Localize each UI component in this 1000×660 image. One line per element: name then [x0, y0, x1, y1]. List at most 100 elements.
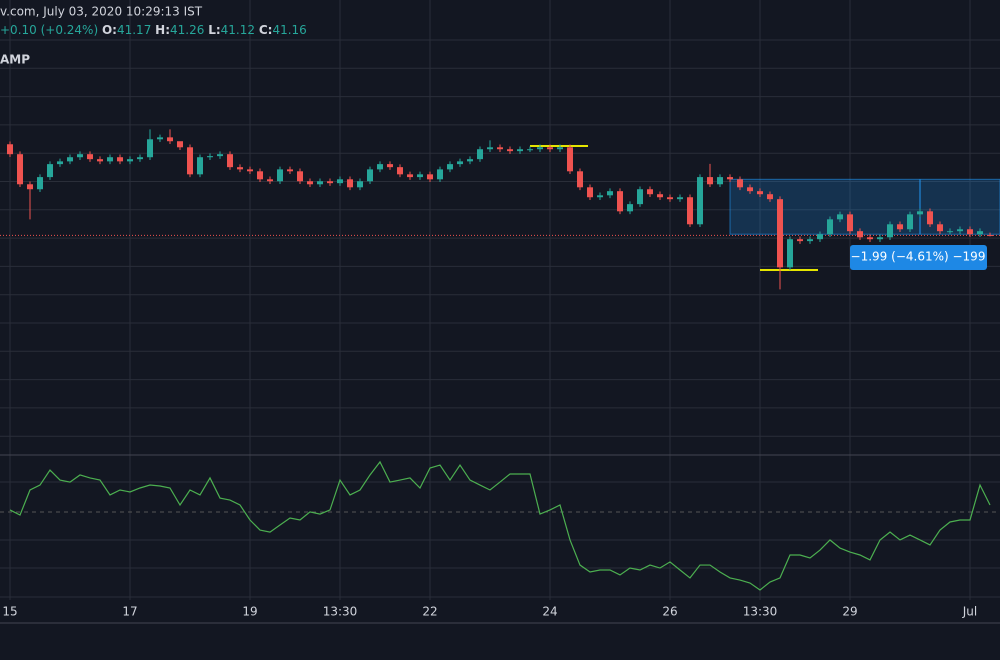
candle-body [147, 139, 153, 158]
candle-body [477, 149, 483, 160]
x-tick-label: 19 [242, 605, 257, 619]
candle-body [97, 159, 103, 162]
candle-body [207, 156, 213, 158]
change: +0.10 (+0.24%) [0, 23, 98, 37]
candle-body [897, 224, 903, 230]
candle-body [687, 197, 693, 225]
candle-body [807, 239, 813, 242]
candle-body [217, 154, 223, 157]
candle-body [347, 179, 353, 188]
candle-body [287, 169, 293, 172]
candle-body [537, 147, 543, 150]
candle-body [187, 147, 193, 175]
candle-body [657, 194, 663, 198]
candle-body [557, 147, 563, 150]
candle-body [627, 204, 633, 212]
candle-body [377, 164, 383, 170]
x-tick-label: 13:30 [743, 605, 778, 619]
candle-body [517, 149, 523, 152]
ohlc-value: 41.17 [117, 23, 151, 37]
candle-body [797, 239, 803, 242]
candle-body [877, 237, 883, 240]
candle-body [637, 189, 643, 205]
candle-body [837, 214, 843, 220]
candle-body [977, 231, 983, 235]
candle-body [277, 169, 283, 182]
candle-body [597, 195, 603, 198]
candle-body [467, 159, 473, 162]
candle-body [987, 235, 993, 237]
candle-body [27, 184, 33, 190]
candle-body [697, 177, 703, 225]
candle-body [317, 181, 323, 185]
candle-body [587, 187, 593, 198]
candle-body [387, 164, 393, 168]
candle-body [907, 214, 913, 230]
x-tick-label: 17 [122, 605, 137, 619]
header-ohlc: +0.10 (+0.24%) O:41.17 H:41.26 L:41.12 C… [0, 23, 307, 37]
measure-label: −1.99 (−4.61%) −199 [851, 250, 986, 264]
candle-body [487, 147, 493, 150]
candle-body [357, 181, 363, 188]
candle-body [117, 157, 123, 162]
candle-body [927, 211, 933, 225]
candle-body [917, 211, 923, 215]
candle-body [857, 231, 863, 238]
candle-body [417, 174, 423, 178]
candle-body [757, 191, 763, 195]
candle-body [247, 169, 253, 172]
candle-body [337, 179, 343, 184]
candle-body [957, 229, 963, 232]
candle-body [737, 179, 743, 188]
candle-body [567, 147, 573, 172]
candle-body [407, 174, 413, 178]
candle-body [367, 169, 373, 182]
candle-body [447, 164, 453, 170]
ohlc-value: 41.12 [221, 23, 255, 37]
x-tick-label: 26 [662, 605, 677, 619]
x-tick-label: Jul [962, 605, 977, 619]
candle-body [497, 147, 503, 150]
candle-body [307, 181, 313, 185]
candle-body [427, 174, 433, 180]
candle-body [397, 167, 403, 175]
candle-body [257, 171, 263, 180]
candle-body [887, 224, 893, 238]
candle-body [967, 229, 973, 235]
candle-body [547, 147, 553, 150]
candle-body [7, 144, 13, 155]
candle-body [57, 161, 63, 165]
study-label: AMP [0, 53, 30, 67]
candle-body [77, 154, 83, 158]
candle-body [607, 191, 613, 196]
ohlc-value: 41.26 [170, 23, 204, 37]
candle-body [827, 219, 833, 235]
candle-body [157, 137, 163, 140]
x-tick-label: 22 [422, 605, 437, 619]
candle-body [237, 167, 243, 170]
ohlc-label: H: [155, 23, 170, 37]
candle-body [197, 157, 203, 175]
candle-body [937, 224, 943, 232]
candle-body [47, 164, 53, 178]
candle-body [767, 194, 773, 200]
candle-body [787, 239, 793, 268]
candle-body [127, 159, 133, 162]
candle-body [867, 237, 873, 240]
candle-body [107, 157, 113, 162]
candle-body [617, 191, 623, 212]
candle-body [717, 177, 723, 185]
candle-body [267, 179, 273, 182]
candle-body [527, 149, 533, 151]
measure-box [729, 178, 1000, 235]
candle-body [707, 177, 713, 185]
ohlc-label: O: [102, 23, 117, 37]
candle-body [37, 177, 43, 190]
candle-body [87, 154, 93, 160]
measure-label-box [850, 245, 987, 270]
candle-body [457, 161, 463, 165]
candle-body [507, 149, 513, 152]
candle-body [327, 181, 333, 184]
